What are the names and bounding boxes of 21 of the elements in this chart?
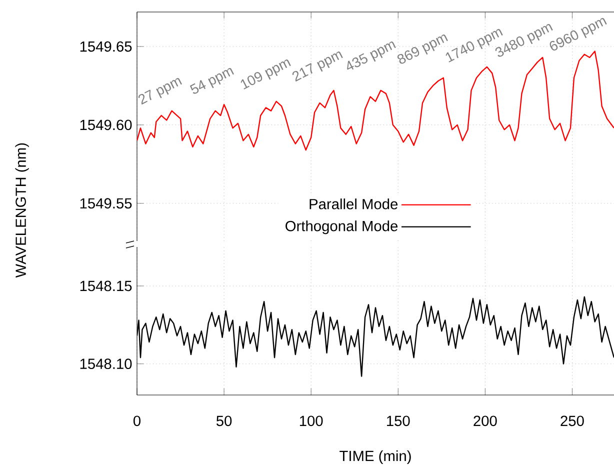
- text: Orthogonal Mode: [286, 220, 398, 234]
- x-tick-label: 50: [216, 416, 232, 426]
- y-tick-label: 1548.15: [80, 280, 132, 292]
- annotation: 217 ppm: [292, 52, 343, 82]
- annotation: 435 ppm: [347, 42, 396, 70]
- y-tick-label: 1549.60: [80, 120, 132, 130]
- y-tick-label: 1549.55: [80, 198, 132, 209]
- y-axis-title: WAVELENGTH (nm): [15, 143, 29, 278]
- x-tick-label: 150: [387, 416, 410, 426]
- y-tick-label: 1549.65: [80, 41, 132, 52]
- annotation: 27 ppm: [138, 78, 182, 105]
- annotation: 109 ppm: [240, 60, 291, 90]
- x-tick-label: 100: [300, 416, 323, 426]
- annotation: 54 ppm: [190, 68, 234, 94]
- x-tick-label: 250: [560, 416, 584, 426]
- x-axis-title: TIME (min): [340, 450, 411, 464]
- legend-label: Parallel Mode: [310, 198, 398, 210]
- x-tick-label: 200: [474, 416, 497, 426]
- x-tick-label: 0: [133, 416, 140, 426]
- annotation: 869 ppm: [397, 34, 448, 64]
- y-tick-label: 1548.10: [80, 358, 132, 370]
